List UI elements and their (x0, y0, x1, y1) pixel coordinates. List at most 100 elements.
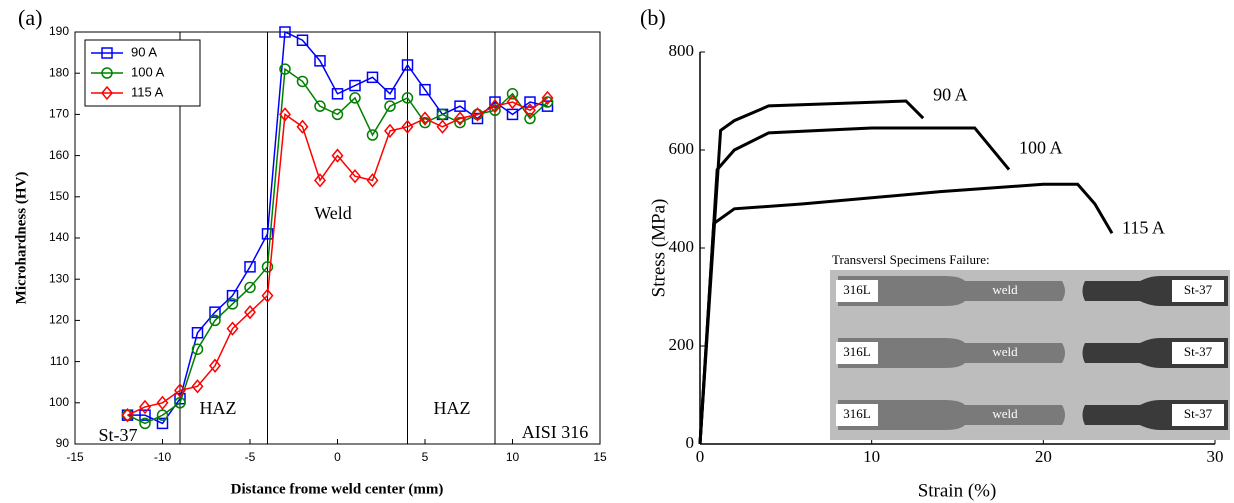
marker (261, 261, 274, 273)
specimen-316l (838, 276, 1065, 306)
x-tick-label: -5 (245, 450, 256, 464)
marker (454, 116, 466, 129)
chart-panel: (a) -15 -10 -5 0 5 10 15 90 100 110 120 130 140 150 160… (13, 5, 607, 497)
y-tick-label: 170 (49, 107, 69, 121)
zone-label: HAZ (434, 398, 471, 418)
marker (524, 112, 536, 125)
marker (366, 129, 379, 141)
y-tick-label: 800 (669, 41, 695, 60)
zone-label: AISI 316 (522, 422, 589, 442)
marker (209, 358, 221, 373)
marker (489, 96, 501, 108)
marker (541, 90, 554, 106)
marker (419, 111, 431, 126)
marker (401, 119, 414, 134)
marker (349, 169, 361, 184)
y-tick-label: 0 (686, 433, 695, 452)
specimen-label: 316L (843, 406, 871, 421)
specimen-label: 316L (843, 344, 871, 359)
inset-title: Transversl Specimens Failure: (832, 252, 990, 267)
y-tick-label: 180 (49, 65, 69, 79)
series-label: 115 A (1122, 217, 1165, 237)
marker (226, 289, 239, 302)
label-box (1172, 342, 1224, 364)
marker (506, 108, 519, 121)
series-label: 100 A (1019, 138, 1063, 158)
x-tick-label: 0 (696, 447, 705, 466)
zone-label: Weld (314, 203, 352, 223)
marker (296, 119, 309, 134)
marker (366, 71, 379, 84)
y-tick-label: 130 (49, 271, 69, 285)
y-tick-label: 200 (669, 335, 695, 354)
panel-label: (a) (18, 5, 42, 30)
y-tick-label: 110 (50, 354, 69, 368)
marker (121, 407, 134, 423)
series-line (698, 182, 1114, 445)
marker (419, 83, 431, 96)
marker (279, 107, 291, 122)
label-box (836, 404, 878, 426)
x-axis-title: Strain (%) (918, 480, 997, 501)
marker (314, 55, 326, 67)
label-box (1172, 280, 1224, 302)
x-tick-label: 0 (334, 450, 341, 464)
marker (279, 26, 291, 38)
marker (139, 409, 151, 421)
label-box (836, 280, 878, 302)
marker (101, 47, 113, 59)
marker (419, 116, 431, 129)
marker (331, 148, 344, 163)
specimen-316l (838, 338, 1065, 368)
marker (139, 417, 151, 430)
marker (244, 281, 256, 294)
marker (174, 397, 186, 409)
specimen-label: St-37 (1184, 344, 1213, 359)
marker (226, 321, 239, 336)
y-axis-title: Stress (MPa) (648, 199, 669, 298)
marker (506, 94, 519, 110)
specimen-label: 316L (843, 282, 871, 297)
y-tick-label: 400 (669, 237, 695, 256)
y-tick-label: 100 (49, 395, 69, 409)
legend-label: 100 A (131, 64, 165, 79)
weld-label: weld (992, 282, 1018, 297)
marker (244, 261, 256, 273)
y-tick-label: 120 (49, 313, 69, 327)
marker (191, 343, 204, 355)
marker (349, 92, 361, 104)
marker (314, 173, 326, 188)
marker (454, 100, 466, 112)
legend-label: 90 A (131, 44, 157, 59)
marker (156, 417, 169, 430)
marker (101, 85, 113, 101)
series-line (127, 67, 549, 425)
marker (174, 383, 186, 398)
x-tick-label: -15 (66, 450, 84, 464)
marker (261, 228, 274, 240)
panel-label: (b) (640, 5, 666, 30)
y-tick-label: 140 (49, 230, 69, 244)
marker (101, 67, 113, 79)
weld-label: weld (992, 344, 1018, 359)
series-line (698, 126, 1011, 445)
marker (471, 112, 484, 125)
marker (489, 104, 501, 117)
marker (524, 96, 536, 108)
x-tick-label: 10 (863, 447, 880, 466)
x-tick-label: 5 (422, 450, 429, 464)
marker (454, 111, 466, 126)
marker (401, 59, 414, 71)
series-line (698, 99, 925, 445)
x-tick-label: 30 (1207, 447, 1224, 466)
legend-label: 115 A (131, 84, 164, 99)
marker (401, 92, 414, 104)
marker (191, 379, 204, 394)
marker (349, 79, 361, 92)
x-tick-label: 15 (593, 450, 607, 464)
y-tick-label: 160 (49, 148, 69, 162)
series-line (127, 97, 548, 416)
zone-label: HAZ (200, 398, 237, 418)
marker (366, 173, 379, 188)
